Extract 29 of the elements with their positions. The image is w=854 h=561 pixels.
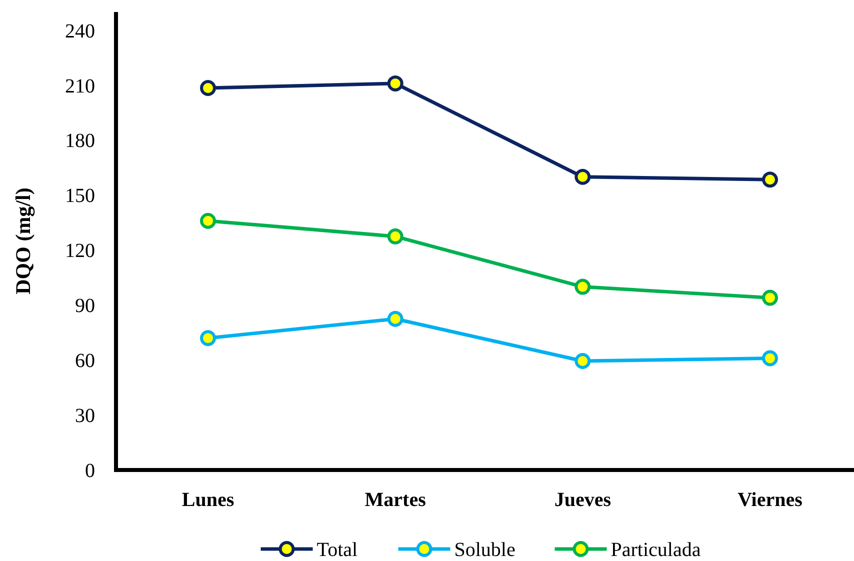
y-tick-label: 150 <box>65 185 95 208</box>
point <box>762 290 778 306</box>
point <box>200 212 216 229</box>
y-tick-label: 30 <box>75 405 95 428</box>
point <box>762 172 778 188</box>
point <box>574 278 591 295</box>
y-tick-label: 60 <box>75 350 95 372</box>
point <box>200 330 216 346</box>
y-tick-label: 210 <box>65 75 95 98</box>
point <box>574 168 591 185</box>
point <box>387 310 404 327</box>
y-axis-title: DQO (mg/l) <box>11 188 35 294</box>
y-tick-label: 120 <box>65 240 95 262</box>
y-tick-label: 90 <box>75 295 95 318</box>
legend-label: Particulada <box>610 539 701 561</box>
legend-label: Total <box>316 539 358 561</box>
y-tick-label: 0 <box>85 460 95 482</box>
point <box>387 75 404 92</box>
y-tick-label: 240 <box>65 20 95 42</box>
point <box>762 350 778 366</box>
x-tick-label: Viernes <box>738 489 803 511</box>
x-tick-label: Lunes <box>182 489 234 511</box>
point <box>387 228 404 244</box>
point <box>574 352 591 369</box>
legend-label: Soluble <box>454 539 516 561</box>
y-tick-label: 180 <box>65 130 95 152</box>
x-tick-label: Martes <box>364 489 426 511</box>
point <box>200 80 216 96</box>
x-tick-label: Jueves <box>554 489 612 511</box>
